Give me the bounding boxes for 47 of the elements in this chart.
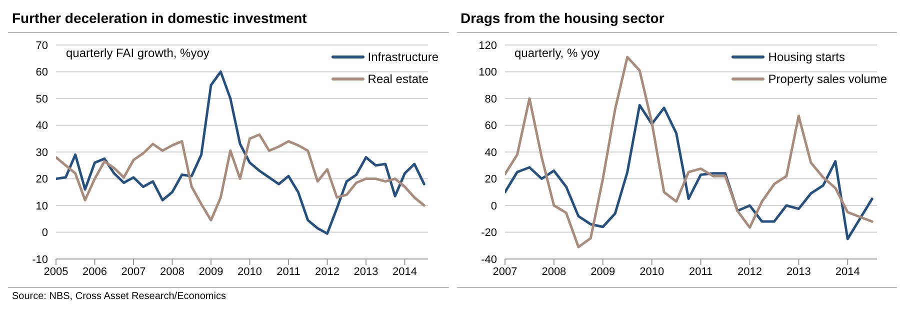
y-tick-label: 20 — [36, 174, 48, 186]
y-tick-label: 20 — [484, 174, 496, 186]
annotation: quarterly, % yoy — [514, 46, 600, 60]
x-tick-label: 2007 — [121, 266, 146, 278]
x-tick-label: 2011 — [276, 266, 300, 278]
y-tick-label: -10 — [32, 254, 48, 266]
x-tick-label: 2014 — [392, 266, 417, 278]
x-tick-label: 2008 — [541, 266, 566, 278]
x-tick-label: 2012 — [315, 266, 340, 278]
y-tick-label: -40 — [480, 254, 496, 266]
line-series — [56, 133, 426, 222]
y-tick-label: 70 — [36, 40, 48, 52]
x-tick-label: 2010 — [238, 266, 262, 278]
x-tick-label: 2005 — [44, 266, 68, 278]
chart-title: Drags from the housing sector — [456, 8, 897, 33]
legend-label: Housing starts — [768, 49, 845, 66]
legend-label: Infrastructure — [368, 49, 438, 66]
source-note: Source: NBS, Cross Asset Research/Economics — [12, 291, 227, 302]
x-tick-label: 2014 — [834, 266, 860, 278]
x-tick-label: 2006 — [82, 266, 107, 278]
x-tick-label: 2009 — [590, 266, 615, 278]
y-tick-label: 120 — [478, 40, 496, 52]
legend-label: Real estate — [368, 71, 428, 88]
x-tick-label: 2007 — [492, 266, 517, 278]
y-tick-label: 10 — [36, 200, 48, 212]
legend-label: Property sales volume — [768, 71, 887, 88]
y-tick-label: 40 — [484, 146, 496, 159]
y-tick-label: 0 — [490, 200, 496, 212]
y-tick-label: 80 — [484, 93, 496, 106]
x-tick-label: 2013 — [786, 266, 810, 278]
y-tick-label: 50 — [36, 93, 48, 106]
y-tick-label: 60 — [36, 66, 48, 79]
y-tick-label: 60 — [484, 120, 496, 132]
x-tick-label: 2009 — [198, 266, 224, 278]
x-tick-label: 2012 — [736, 266, 762, 278]
y-tick-label: 40 — [36, 120, 48, 132]
annotation: quarterly FAI growth, %yoy — [66, 46, 210, 60]
x-tick-label: 2011 — [688, 266, 712, 278]
x-tick-label: 2008 — [160, 266, 184, 278]
x-tick-label: 2010 — [639, 266, 664, 278]
y-tick-label: 30 — [36, 146, 48, 159]
y-tick-label: 100 — [478, 66, 496, 79]
x-tick-label: 2013 — [354, 266, 378, 278]
y-tick-label: -20 — [480, 227, 496, 240]
line-series — [504, 104, 873, 240]
y-tick-label: 0 — [42, 227, 48, 240]
chart-title: Further deceleration in domestic investment — [8, 8, 448, 33]
